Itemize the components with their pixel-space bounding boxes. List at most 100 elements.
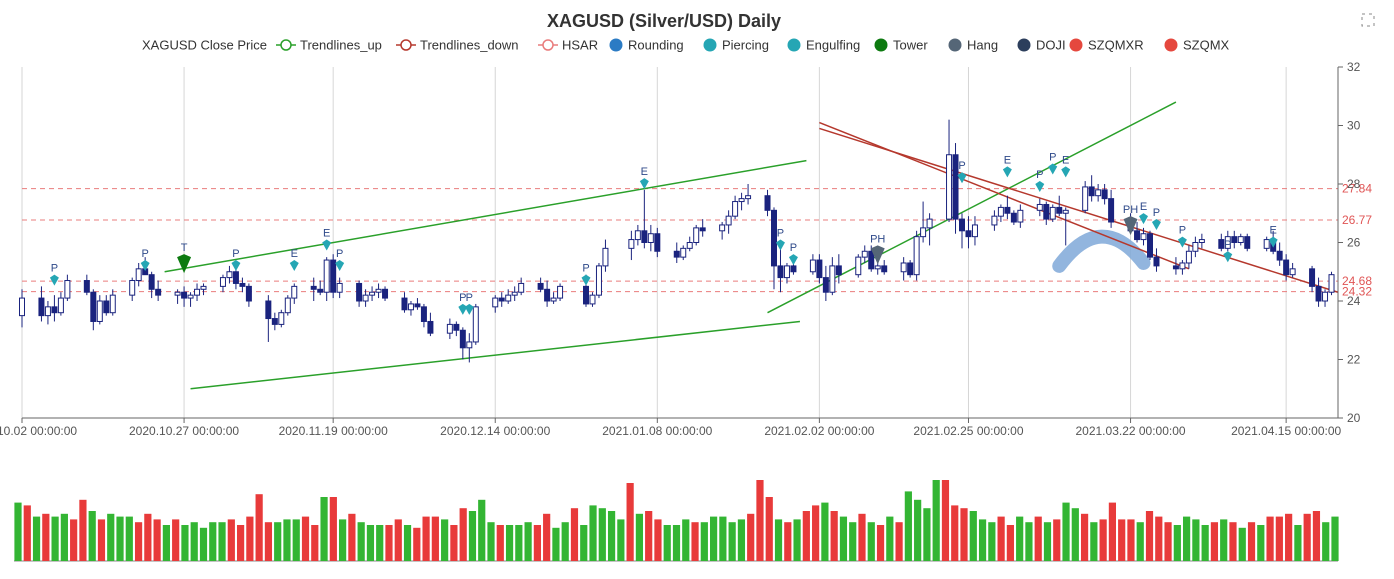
volume-bar — [1220, 519, 1228, 561]
trendline-down — [819, 121, 1190, 270]
candle — [181, 286, 188, 307]
volume-bar — [116, 516, 124, 561]
candle — [1185, 245, 1192, 269]
candle — [511, 286, 518, 301]
volume-bar — [79, 499, 87, 561]
candle-body — [816, 259, 823, 279]
candle-body — [1095, 189, 1102, 197]
candle-body — [628, 239, 635, 249]
candle — [492, 295, 499, 313]
candle — [946, 119, 953, 223]
volume-bar — [570, 508, 579, 561]
candle — [1004, 195, 1011, 220]
volume-bar — [88, 511, 96, 561]
volume-bar — [737, 519, 746, 561]
volume-bar — [320, 497, 328, 561]
volume-bar — [923, 508, 931, 561]
candle-body — [226, 271, 233, 279]
trendline-down — [819, 127, 1339, 293]
candle-body — [1198, 239, 1205, 243]
volume-bar — [1173, 525, 1181, 561]
candle-body — [583, 285, 589, 305]
candle-body — [855, 256, 862, 276]
volume-bar — [1331, 516, 1339, 561]
candle-body — [1010, 212, 1017, 223]
candle-body — [64, 280, 71, 299]
marker-pin — [639, 178, 649, 190]
marker-piercing: P — [458, 292, 468, 315]
y-tick-label: 30 — [1347, 119, 1361, 133]
volume-bar — [1238, 527, 1246, 561]
candle — [174, 289, 181, 304]
candle — [284, 295, 291, 316]
volume-bar — [932, 480, 940, 561]
candle — [459, 327, 466, 360]
candle-body — [881, 265, 888, 273]
volume-bar — [524, 522, 532, 561]
volume-bar — [14, 502, 22, 561]
legend-symbol — [1164, 38, 1178, 52]
x-tick-label: 2021.01.08 00:00:00 — [602, 424, 712, 438]
marker-piercing: P — [957, 160, 967, 184]
toolbox[interactable] — [1361, 13, 1375, 27]
legend-item: Tower — [874, 38, 928, 53]
restore-icon[interactable] — [1361, 13, 1375, 27]
candle-body — [492, 297, 499, 308]
candle-body — [459, 329, 466, 349]
candle-body — [369, 291, 376, 296]
volume-bar — [607, 511, 616, 561]
candle — [1101, 184, 1108, 205]
marker-label: P — [1224, 239, 1231, 251]
volume-bar — [487, 522, 495, 561]
volume-bar — [181, 525, 189, 561]
volume-bar — [839, 516, 848, 561]
marker-pin — [1123, 216, 1138, 236]
candle — [544, 280, 551, 307]
candle — [680, 245, 687, 261]
candle — [1088, 175, 1095, 202]
candle — [835, 254, 842, 284]
volume-bar — [969, 511, 977, 561]
candle-body — [1224, 236, 1231, 249]
x-tick-label: 2020.11.19 00:00:00 — [279, 424, 389, 438]
legend-symbol — [1017, 38, 1031, 52]
candle — [129, 277, 136, 301]
candle-body — [809, 259, 816, 273]
candle-body — [518, 282, 525, 293]
candle-body — [693, 227, 700, 243]
candle-body — [946, 154, 953, 220]
candle — [1172, 257, 1179, 275]
candle-body — [1185, 250, 1192, 264]
legend-symbol — [703, 38, 717, 52]
candle-body — [1218, 239, 1225, 249]
volume-bar — [496, 525, 504, 561]
volume-bar — [1062, 502, 1070, 561]
volume-bar — [960, 508, 968, 561]
volume-bar — [144, 513, 152, 561]
candle — [310, 277, 317, 301]
volume-bar — [246, 516, 254, 561]
volume-bar — [385, 525, 393, 561]
x-tick-label: 2020.10.27 00:00:00 — [129, 424, 239, 438]
candle-body — [291, 285, 298, 299]
volume-bar — [478, 499, 486, 561]
candle-body — [317, 288, 324, 293]
candle — [1056, 195, 1063, 217]
candle-body — [232, 271, 239, 284]
candle — [446, 318, 453, 340]
volume-bar — [821, 502, 829, 561]
candle — [913, 230, 920, 281]
candle — [51, 295, 58, 322]
candle — [719, 222, 726, 240]
y-tick-label: 28 — [1347, 177, 1361, 191]
candle-body — [959, 218, 965, 232]
candle — [278, 309, 285, 328]
volume-bar — [626, 483, 634, 561]
marker-piercing: P — [49, 263, 59, 286]
candle-body — [420, 306, 427, 322]
x-tick-label: 2021.02.25 00:00:00 — [913, 424, 1023, 438]
volume-bar — [1016, 516, 1024, 561]
volume-bar — [1192, 519, 1200, 561]
candle — [1017, 204, 1024, 228]
candle — [1179, 260, 1186, 275]
